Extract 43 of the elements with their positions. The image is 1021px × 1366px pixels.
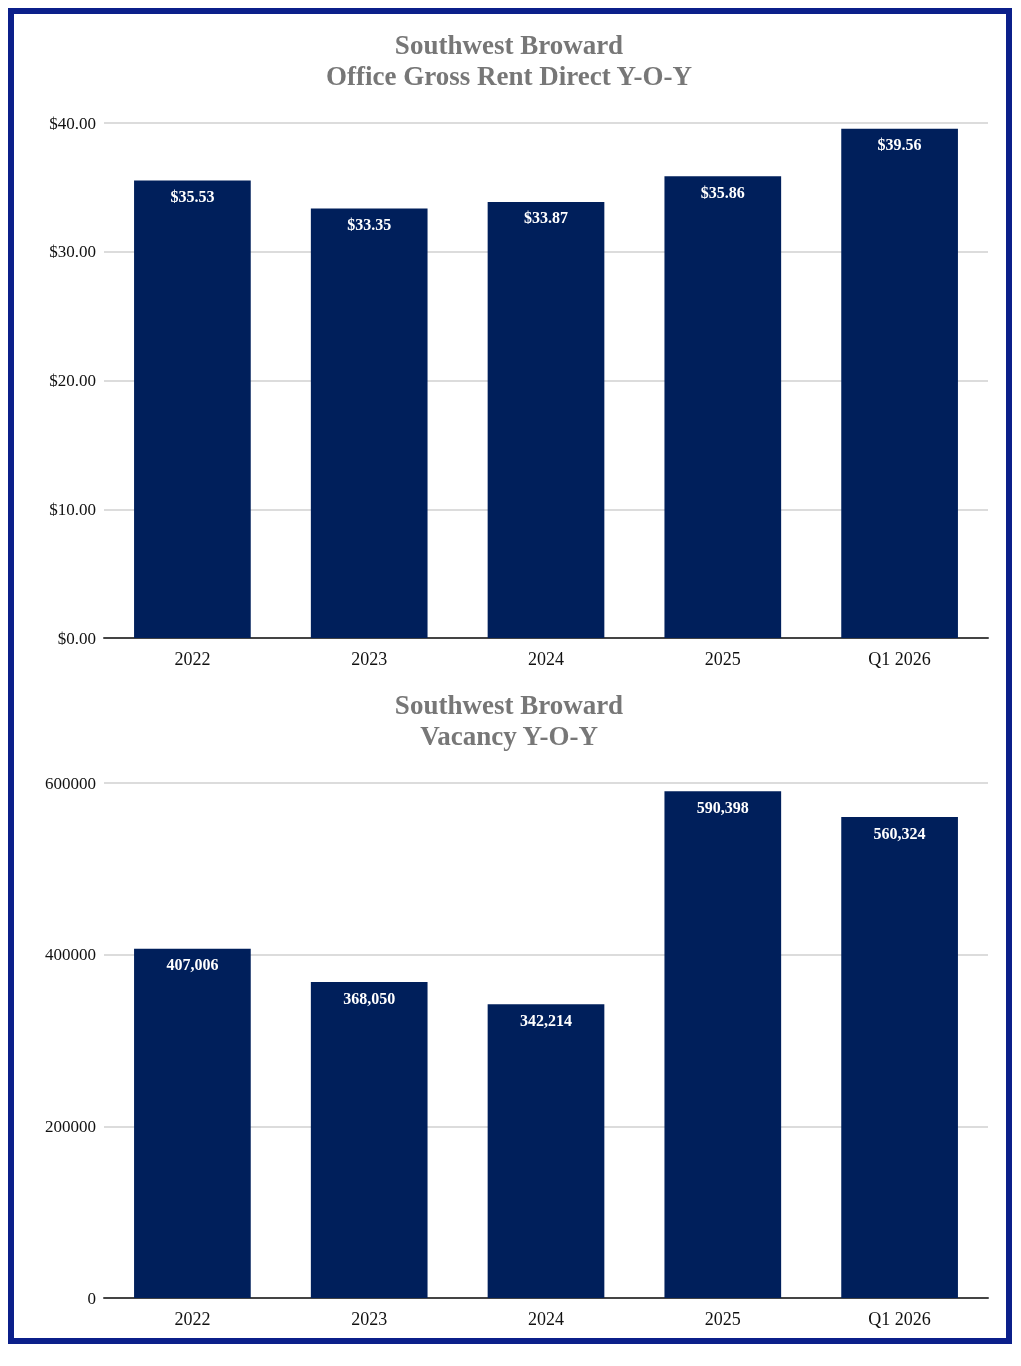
bar: [487, 1004, 605, 1298]
data-label: $35.86: [700, 183, 745, 201]
x-tick-label: 2023: [351, 649, 388, 669]
chart-subtitle: Office Gross Rent Direct Y-O-Y: [326, 60, 692, 91]
data-label: 407,006: [166, 956, 219, 974]
x-tick-label: 2022: [174, 649, 211, 669]
bar: [487, 201, 605, 638]
x-tick-label: 2024: [528, 1309, 564, 1329]
x-tick-label: 2025: [704, 649, 741, 669]
x-tick-label: 2022: [174, 1309, 211, 1329]
data-label: 560,324: [873, 824, 926, 842]
bar: [664, 176, 782, 638]
y-tick-label: 400000: [45, 945, 96, 965]
y-tick-label: 200000: [45, 1116, 96, 1136]
chart-title: Southwest Broward: [394, 29, 624, 60]
data-label: $33.35: [347, 216, 392, 234]
y-tick-label: $20.00: [49, 371, 96, 390]
x-tick-label: 2023: [351, 1309, 388, 1329]
bar: [310, 982, 428, 1298]
bar: [134, 180, 251, 638]
y-tick-label: $0.00: [57, 628, 96, 648]
x-tick-label: 2025: [704, 1309, 741, 1329]
bar: [664, 791, 782, 1298]
chart-subtitle: Vacancy Y-O-Y: [420, 720, 598, 751]
x-tick-label: Q1 2026: [868, 1309, 931, 1329]
y-tick-label: $10.00: [49, 499, 96, 519]
bar: [134, 948, 251, 1298]
y-tick-label: 600000: [45, 773, 96, 793]
x-tick-label: Q1 2026: [868, 649, 931, 669]
bar: [841, 128, 958, 638]
data-label: 342,214: [520, 1011, 572, 1029]
data-label: 368,050: [343, 989, 396, 1007]
data-label: $39.56: [877, 136, 922, 154]
data-label: 590,398: [696, 798, 749, 816]
y-tick-label: $30.00: [49, 242, 96, 262]
chart-title: Southwest Broward: [394, 689, 624, 720]
bar: [310, 208, 428, 638]
data-label: $35.53: [170, 188, 215, 206]
bar: [841, 817, 958, 1298]
data-label: $33.87: [524, 209, 568, 227]
y-tick-label: $40.00: [49, 113, 96, 133]
y-tick-label: 0: [87, 1288, 96, 1308]
x-tick-label: 2024: [528, 649, 564, 669]
